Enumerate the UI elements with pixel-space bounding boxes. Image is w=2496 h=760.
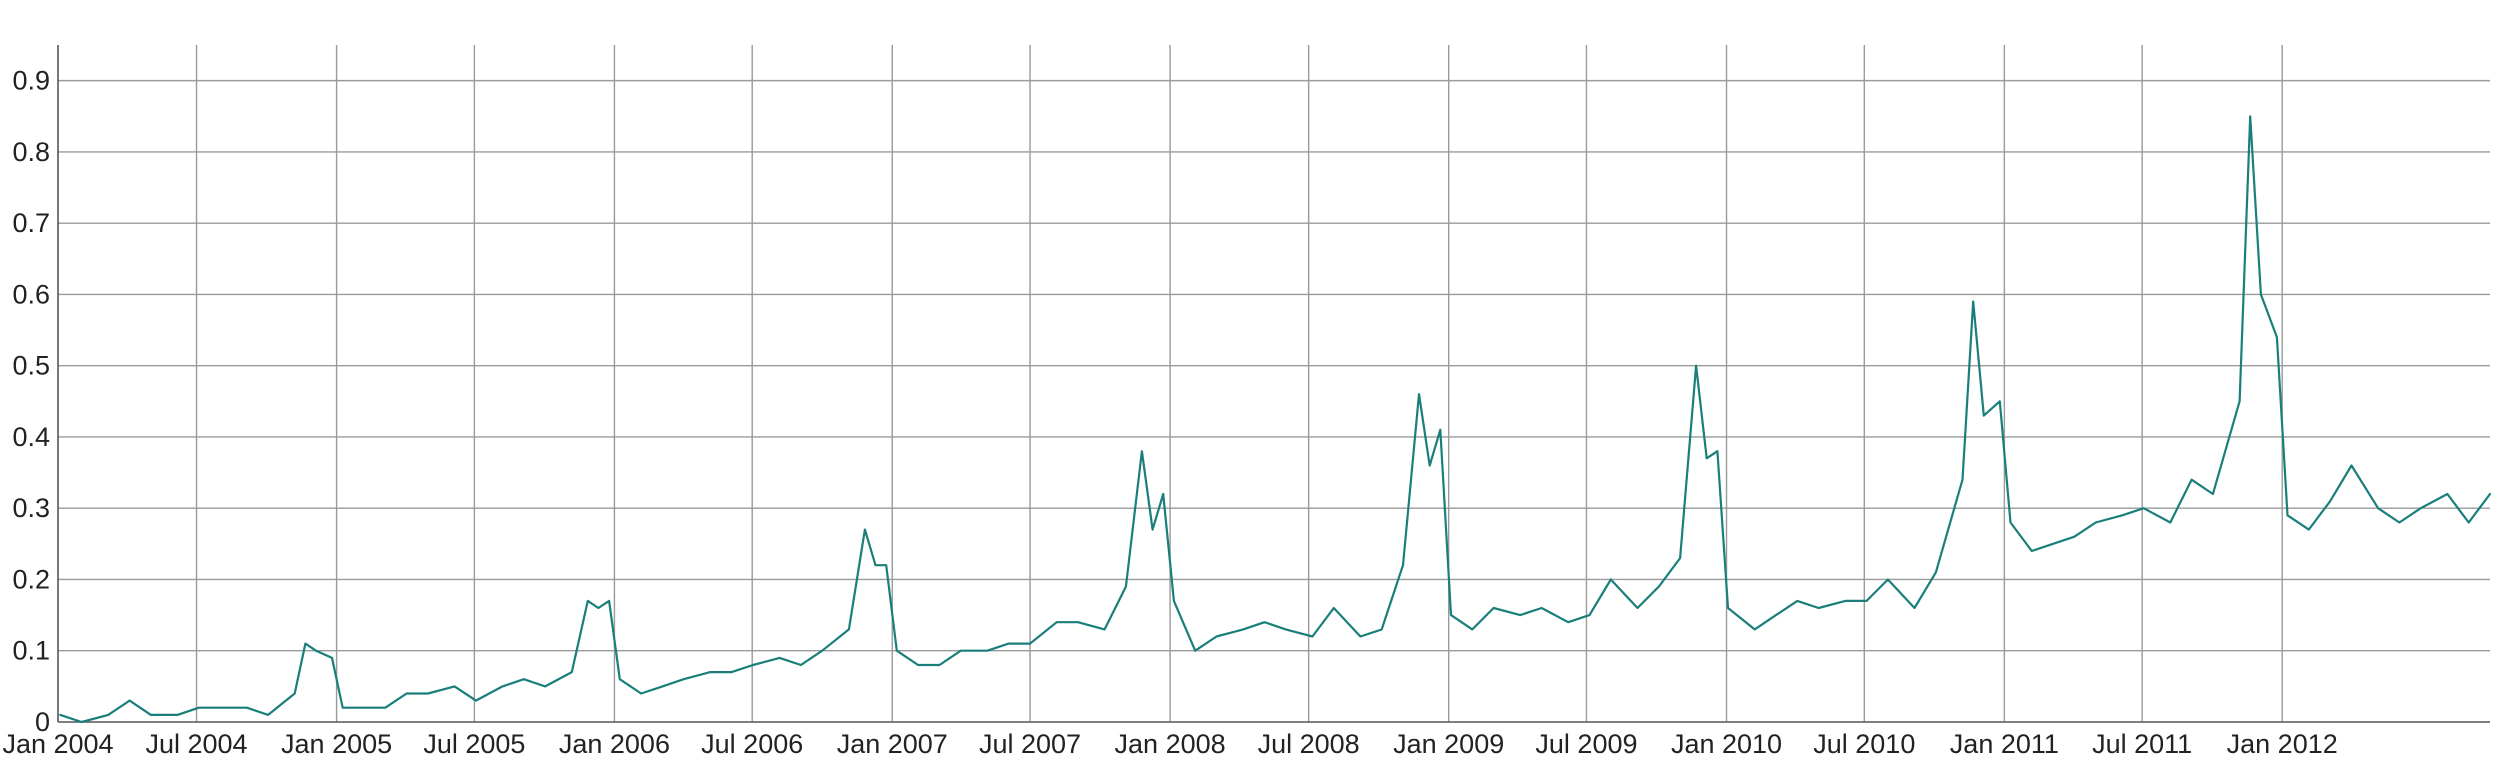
y-tick-label: 0.5 <box>12 351 50 381</box>
x-tick-label: Jul 2006 <box>701 729 803 759</box>
y-tick-label: 0.3 <box>12 493 50 523</box>
x-tick-label: Jan 2007 <box>837 729 948 759</box>
x-tick-label: Jul 2011 <box>2092 729 2192 759</box>
vertical-gridlines <box>195 45 2283 722</box>
x-tick-label: Jan 2012 <box>2227 729 2338 759</box>
y-tick-label: 0.6 <box>12 279 50 309</box>
y-tick-label: 0.9 <box>12 66 50 96</box>
y-tick-label: 0.7 <box>12 208 50 238</box>
x-tick-label: Jan 2006 <box>559 729 670 759</box>
x-tick-label: Jul 2008 <box>1258 729 1360 759</box>
series-group <box>59 115 2492 724</box>
x-tick-label: Jan 2010 <box>1671 729 1782 759</box>
x-tick-label: Jul 2004 <box>145 729 247 759</box>
x-axis-tick-labels: Jan 2004 Jul 2004 Jan 2005 Jul 2005 Jan 2006… <box>2 729 2337 759</box>
y-tick-label: 0.2 <box>12 564 50 594</box>
x-tick-label: Jan 2004 <box>2 729 113 759</box>
x-tick-label: Jul 2005 <box>423 729 525 759</box>
y-tick-label: 0 <box>35 707 50 737</box>
x-tick-label: Jan 2009 <box>1393 729 1504 759</box>
axes <box>57 45 2490 723</box>
x-tick-label: Jul 2007 <box>979 729 1081 759</box>
x-tick-label: Jul 2010 <box>1813 729 1915 759</box>
x-tick-label: Jul 2009 <box>1535 729 1637 759</box>
y-tick-label: 0.1 <box>12 636 50 666</box>
horizontal-gridlines <box>58 79 2490 652</box>
y-tick-label: 0.8 <box>12 137 50 167</box>
x-tick-label: Jan 2011 <box>1950 729 2059 759</box>
y-tick-label: 0.4 <box>12 422 50 452</box>
series-line <box>59 115 2492 724</box>
x-tick-label: Jan 2008 <box>1115 729 1226 759</box>
y-axis-tick-labels: 0 0.1 0.2 0.3 0.4 0.5 0.6 0.7 0.8 0.9 <box>12 66 50 737</box>
x-tick-label: Jan 2005 <box>281 729 392 759</box>
